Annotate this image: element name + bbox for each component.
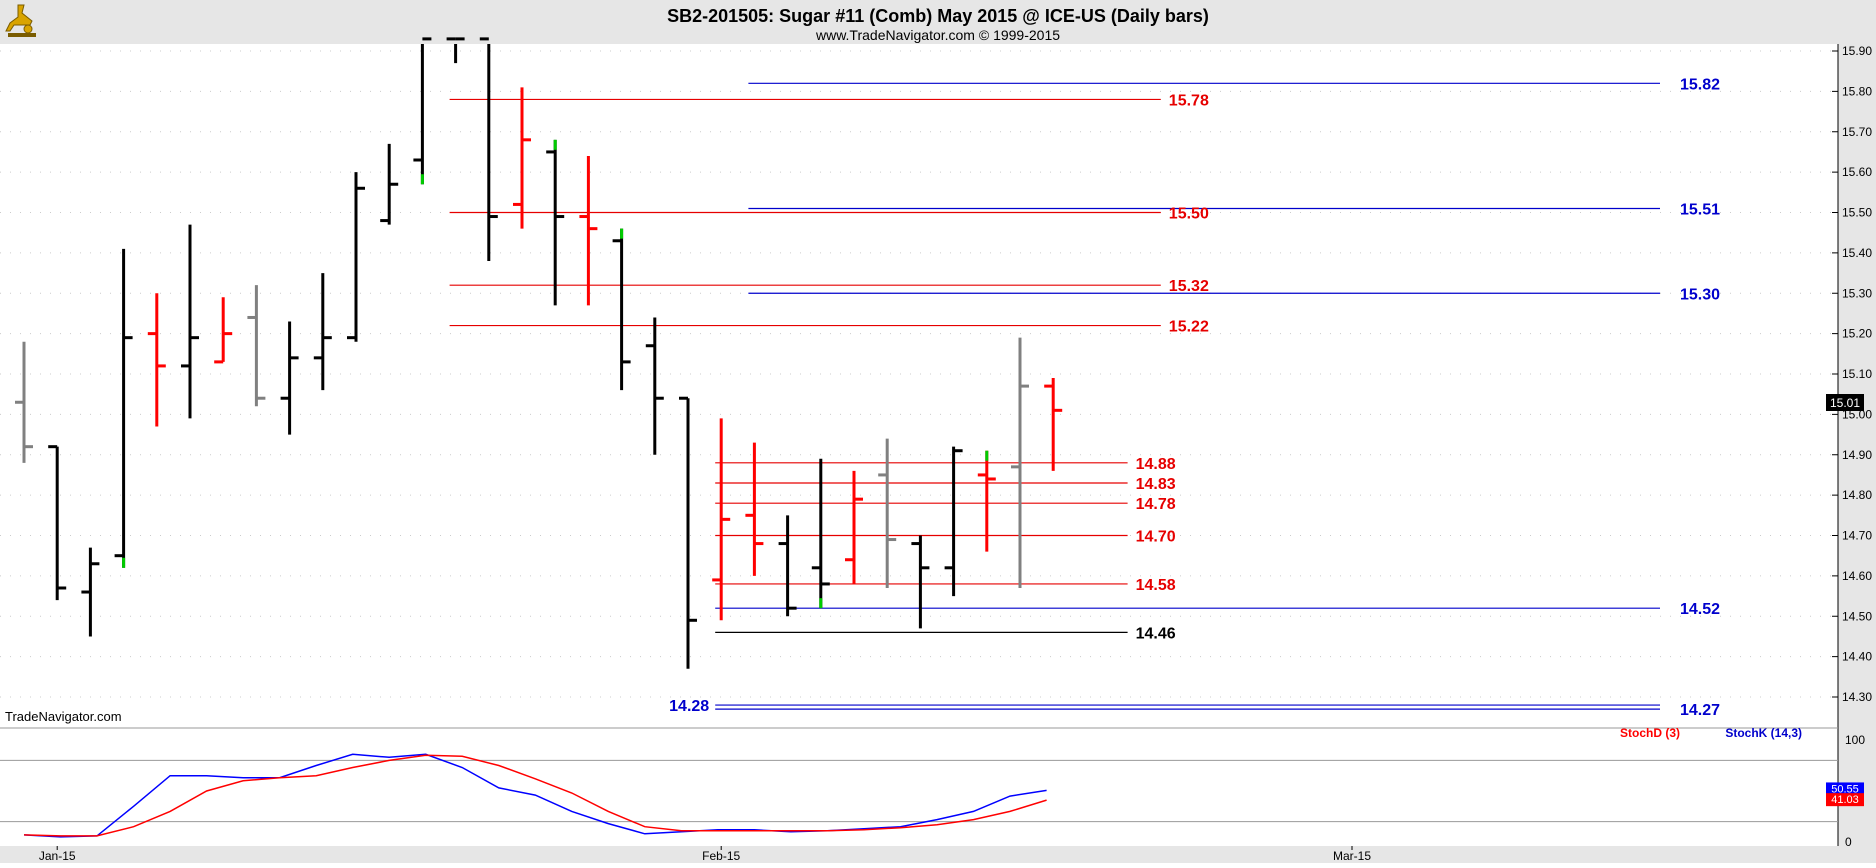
price-bars (15, 37, 1063, 669)
date-axis: Jan-15 Feb-15 Mar-15 (39, 846, 1371, 863)
stochd-line (23, 754, 1047, 837)
y-tick-label: 15.40 (1842, 246, 1872, 260)
title-band (0, 0, 1876, 44)
y-tick-label: 15.80 (1842, 84, 1872, 98)
x-tick-label: Feb-15 (702, 849, 740, 863)
last-price-label: 15.01 (1830, 396, 1860, 410)
level-label: 14.28 (669, 698, 709, 715)
level-label: 15.82 (1680, 76, 1720, 93)
trade-navigator-logo-icon (5, 4, 36, 37)
level-label: 15.30 (1680, 286, 1720, 303)
y-tick-label: 15.90 (1842, 44, 1872, 58)
y-tick-label: 14.30 (1842, 690, 1872, 704)
legend-stochk: StochK (14,3) (1725, 726, 1802, 740)
y-tick-label: 15.70 (1842, 125, 1872, 139)
level-label: 14.52 (1680, 601, 1720, 618)
y-tick-label: 15.10 (1842, 367, 1872, 381)
level-label: 14.58 (1136, 577, 1176, 594)
x-tick-label: Jan-15 (39, 849, 76, 863)
y-tick-label: 15.50 (1842, 206, 1872, 220)
level-label: 14.70 (1136, 529, 1176, 546)
y-tick-label: 14.80 (1842, 488, 1872, 502)
y-tick-label: 14.40 (1842, 650, 1872, 664)
chart-title: SB2-201505: Sugar #11 (Comb) May 2015 @ … (667, 6, 1209, 26)
chart-subtitle: www.TradeNavigator.com © 1999-2015 (815, 27, 1060, 43)
stoch-tick-label: 0 (1845, 835, 1852, 849)
stochk-last-value: 50.55 (1831, 783, 1859, 795)
y-tick-label: 14.50 (1842, 609, 1872, 623)
stoch-tick-label: 100 (1845, 733, 1865, 747)
right-frame (1838, 44, 1876, 863)
legend-stochd: StochD (3) (1620, 726, 1680, 740)
y-tick-label: 14.90 (1842, 448, 1872, 462)
level-label: 15.22 (1169, 319, 1209, 336)
level-label: 14.88 (1136, 456, 1176, 473)
y-tick-label: 15.30 (1842, 286, 1872, 300)
stochk-last-badge (1826, 782, 1864, 796)
level-label: 14.83 (1136, 476, 1176, 493)
x-tick-label: Mar-15 (1333, 849, 1371, 863)
last-price-badge (1826, 394, 1864, 411)
stochd-last-badge (1826, 793, 1864, 807)
support-resistance-levels: 15.82 15.78 15.51 15.50 15.32 15.30 15.22 14.88… (449, 76, 1720, 719)
y-tick-label: 15.20 (1842, 327, 1872, 341)
y-tick-label: 14.70 (1842, 529, 1872, 543)
price-axis: 15.90 15.80 15.70 15.60 15.50 15.40 15.30 15.20… (1832, 44, 1872, 846)
level-label: 14.27 (1680, 702, 1720, 719)
level-label: 14.46 (1136, 625, 1176, 642)
level-label: 15.51 (1680, 201, 1720, 218)
level-label: 14.78 (1136, 496, 1176, 513)
level-label: 15.32 (1169, 278, 1209, 295)
y-tick-label: 14.60 (1842, 569, 1872, 583)
stochd-last-value: 41.03 (1831, 794, 1859, 806)
bottom-frame (0, 846, 1876, 863)
watermark: TradeNavigator.com (5, 709, 122, 724)
level-label: 15.50 (1169, 206, 1209, 223)
stochk-line (23, 753, 1047, 838)
y-tick-label: 15.60 (1842, 165, 1872, 179)
level-label: 15.78 (1169, 92, 1209, 109)
